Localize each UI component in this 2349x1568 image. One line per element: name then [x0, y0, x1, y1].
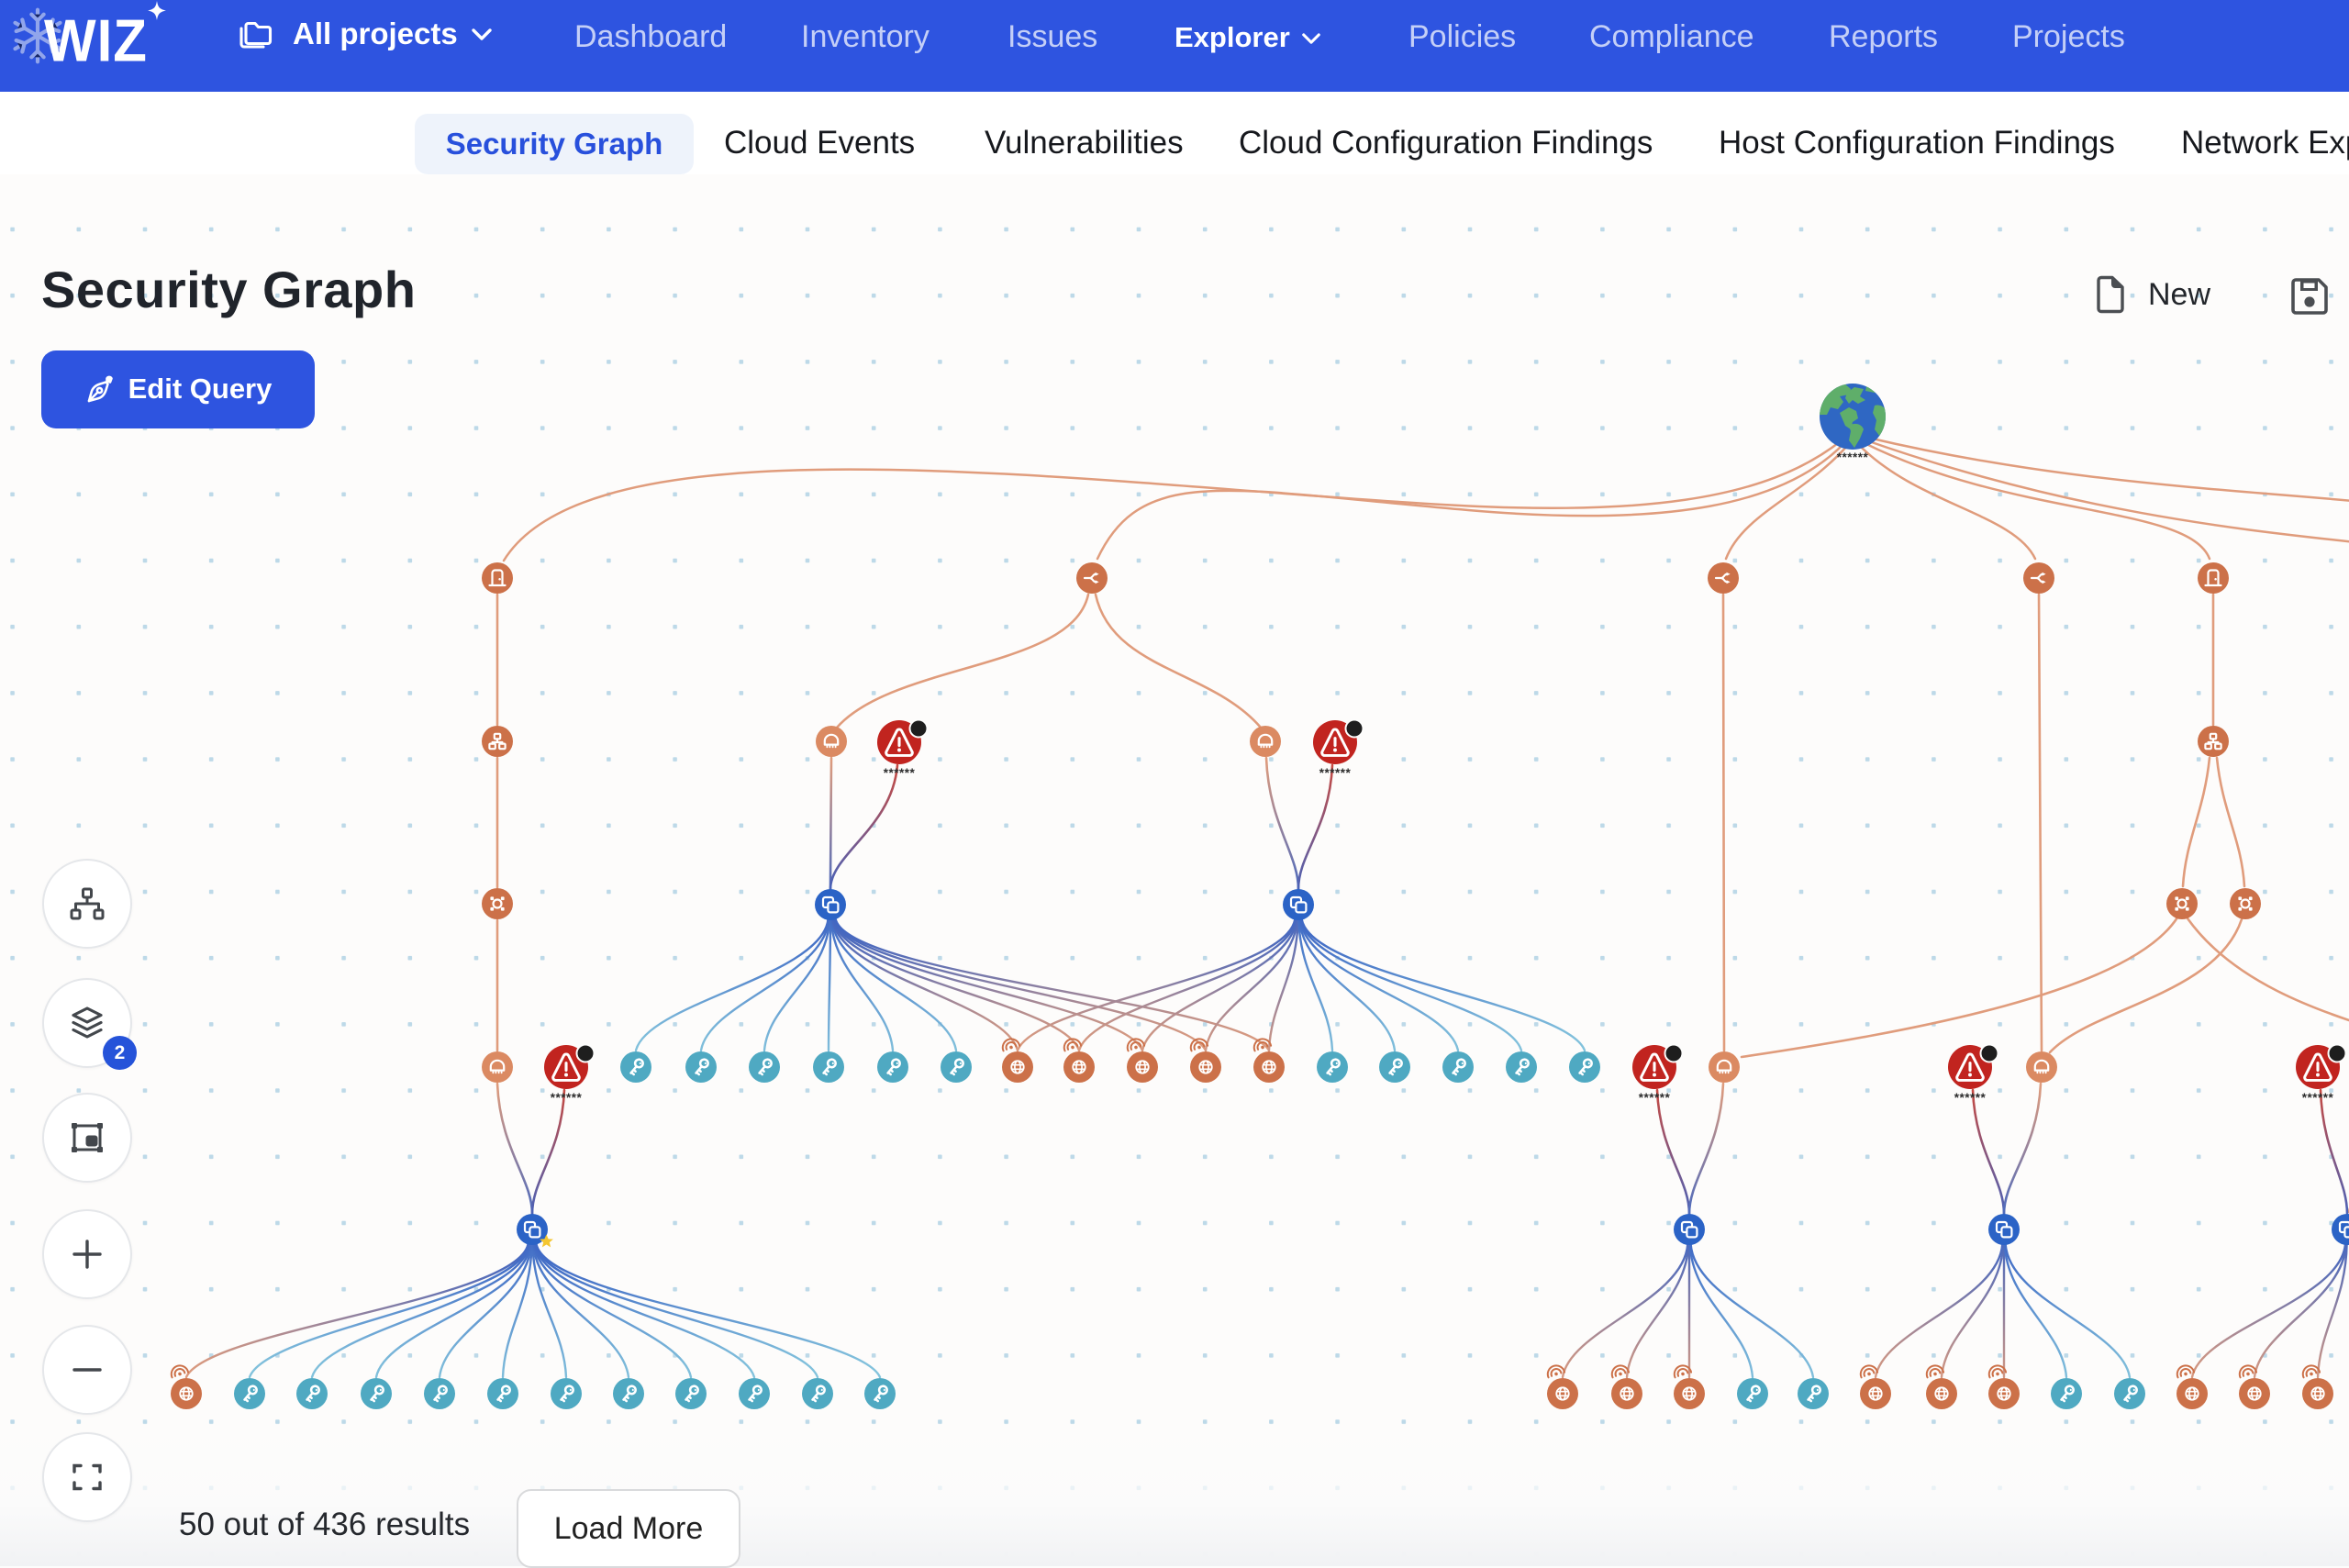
svg-text:******: ******: [884, 766, 916, 780]
svg-text:******: ******: [1639, 1091, 1671, 1105]
svg-text:******: ******: [551, 1091, 583, 1105]
svg-text:******: ******: [1837, 450, 1869, 464]
svg-text:******: ******: [1954, 1091, 1987, 1105]
svg-text:******: ******: [2302, 1091, 2334, 1105]
svg-text:******: ******: [1319, 766, 1352, 780]
